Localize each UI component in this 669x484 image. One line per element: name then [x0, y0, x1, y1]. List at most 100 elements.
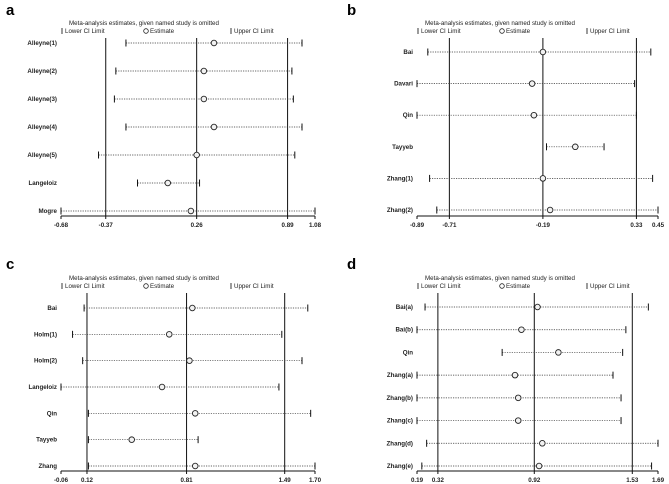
estimate-point-b-1 — [528, 80, 536, 87]
x-tick-label-c-1: 0.12 — [81, 477, 94, 484]
legend-upper-c: Upper CI Limit — [234, 283, 274, 290]
estimate-point-c-6 — [191, 462, 199, 470]
legend-lower-d: Lower CI Limit — [421, 283, 461, 290]
legend-estimate-b: Estimate — [506, 28, 531, 35]
legend-estimate-mark-c — [143, 283, 149, 289]
study-label-a-3: Alleyne(4) — [27, 124, 57, 131]
study-label-a-6: Mogre — [38, 208, 57, 215]
x-tick-label-b-1: -0.71 — [442, 222, 457, 229]
legend-estimate-mark-b — [499, 28, 505, 34]
chart-title-c: Meta-analysis estimates, given named stu… — [69, 275, 219, 282]
study-label-b-1: Davari — [394, 81, 413, 88]
study-label-b-4: Zhang(1) — [387, 175, 413, 182]
x-tick-label-b-2: -0.19 — [536, 222, 551, 229]
x-tick-label-b-4: 0.45 — [652, 222, 665, 229]
x-tick-label-a-0: -0.68 — [54, 222, 69, 229]
estimate-point-d-4 — [514, 394, 522, 402]
estimate-point-b-3 — [572, 143, 579, 151]
study-label-d-6: Zhang(d) — [387, 440, 413, 447]
study-label-b-0: Bai — [403, 49, 413, 56]
study-label-a-0: Alleyne(1) — [27, 40, 57, 47]
x-tick-label-d-3: 1.53 — [626, 477, 639, 484]
legend-estimate-mark-d — [499, 283, 505, 289]
legend-estimate-a: Estimate — [150, 28, 175, 35]
legend-estimate-mark-a — [143, 28, 149, 34]
chart-title-a: Meta-analysis estimates, given named stu… — [69, 20, 219, 27]
legend-estimate-c: Estimate — [150, 283, 175, 290]
estimate-point-c-5 — [128, 436, 135, 443]
x-tick-label-c-2: 0.81 — [181, 477, 194, 484]
estimate-point-a-0 — [210, 39, 218, 47]
study-label-a-5: Langeloiz — [28, 180, 57, 187]
estimate-point-d-6 — [539, 440, 546, 447]
estimate-point-c-4 — [191, 410, 199, 417]
study-label-a-1: Alleyne(2) — [27, 68, 57, 75]
estimate-point-b-2 — [530, 111, 538, 119]
estimate-point-d-5 — [514, 417, 522, 424]
x-tick-label-d-1: 0.32 — [432, 477, 445, 484]
legend-upper-b: Upper CI Limit — [590, 28, 630, 35]
x-tick-label-d-2: 0.92 — [528, 477, 541, 484]
panel-letter-a: a — [6, 2, 15, 19]
estimate-point-b-4 — [539, 175, 547, 182]
legend-estimate-d: Estimate — [506, 283, 531, 290]
study-label-c-0: Bai — [47, 305, 57, 312]
study-label-d-0: Bai(a) — [396, 304, 413, 311]
estimate-point-c-3 — [158, 383, 166, 391]
study-label-b-2: Qin — [403, 112, 414, 119]
study-label-c-1: Holm(1) — [34, 331, 57, 338]
estimate-point-a-6 — [187, 207, 195, 215]
estimate-point-a-1 — [200, 67, 208, 75]
estimate-point-a-2 — [200, 95, 208, 103]
estimate-point-b-5 — [546, 206, 554, 214]
estimate-point-d-7 — [535, 462, 543, 470]
study-label-b-5: Zhang(2) — [387, 207, 413, 214]
study-label-d-4: Zhang(b) — [387, 395, 413, 402]
estimate-point-a-4 — [193, 151, 200, 159]
x-tick-label-a-3: 0.89 — [282, 222, 295, 229]
estimate-point-d-3 — [511, 371, 519, 379]
study-label-b-3: Tayyeb — [392, 144, 413, 151]
study-label-d-5: Zhang(c) — [387, 418, 413, 425]
estimate-point-a-3 — [210, 123, 218, 131]
legend-lower-a: Lower CI Limit — [65, 28, 105, 35]
estimate-point-d-1 — [518, 326, 525, 333]
x-tick-label-c-4: 1.70 — [309, 477, 322, 484]
study-label-a-2: Alleyne(3) — [27, 96, 57, 103]
panel-letter-c: c — [6, 256, 15, 273]
x-tick-label-d-4: 1.69 — [652, 477, 665, 484]
x-tick-label-c-0: -0.06 — [54, 477, 69, 484]
panel-letter-d: d — [347, 256, 357, 273]
estimate-point-c-2 — [186, 357, 193, 364]
study-label-c-3: Langeloiz — [28, 384, 57, 391]
legend-upper-a: Upper CI Limit — [234, 28, 274, 35]
study-label-a-4: Alleyne(5) — [27, 152, 57, 159]
legend-upper-d: Upper CI Limit — [590, 283, 630, 290]
legend-lower-b: Lower CI Limit — [421, 28, 461, 35]
study-label-d-2: Qin — [403, 349, 414, 356]
study-label-c-5: Tayyeb — [36, 437, 57, 444]
legend-lower-c: Lower CI Limit — [65, 283, 105, 290]
x-tick-label-a-1: -0.37 — [99, 222, 114, 229]
chart-title-b: Meta-analysis estimates, given named stu… — [425, 20, 575, 27]
estimate-point-b-0 — [539, 48, 547, 56]
study-label-c-2: Holm(2) — [34, 358, 57, 365]
estimate-point-d-0 — [534, 303, 541, 311]
x-tick-label-c-3: 1.49 — [279, 477, 292, 484]
study-label-d-1: Bai(b) — [395, 327, 413, 334]
x-tick-label-b-0: -0.89 — [410, 222, 425, 229]
estimate-point-d-2 — [555, 349, 562, 356]
study-label-c-6: Zhang — [38, 463, 57, 470]
estimate-point-c-0 — [189, 304, 196, 312]
x-tick-label-b-3: 0.33 — [630, 222, 643, 229]
estimate-point-a-5 — [164, 179, 172, 187]
x-tick-label-a-2: 0.26 — [191, 222, 204, 229]
x-tick-label-d-0: 0.19 — [411, 477, 424, 484]
chart-title-d: Meta-analysis estimates, given named stu… — [425, 275, 575, 282]
x-tick-label-a-4: 1.08 — [309, 222, 322, 229]
study-label-c-4: Qin — [47, 410, 58, 417]
estimate-point-c-1 — [165, 331, 173, 338]
panel-letter-b: b — [347, 2, 357, 19]
study-label-d-7: Zhang(e) — [387, 463, 413, 470]
